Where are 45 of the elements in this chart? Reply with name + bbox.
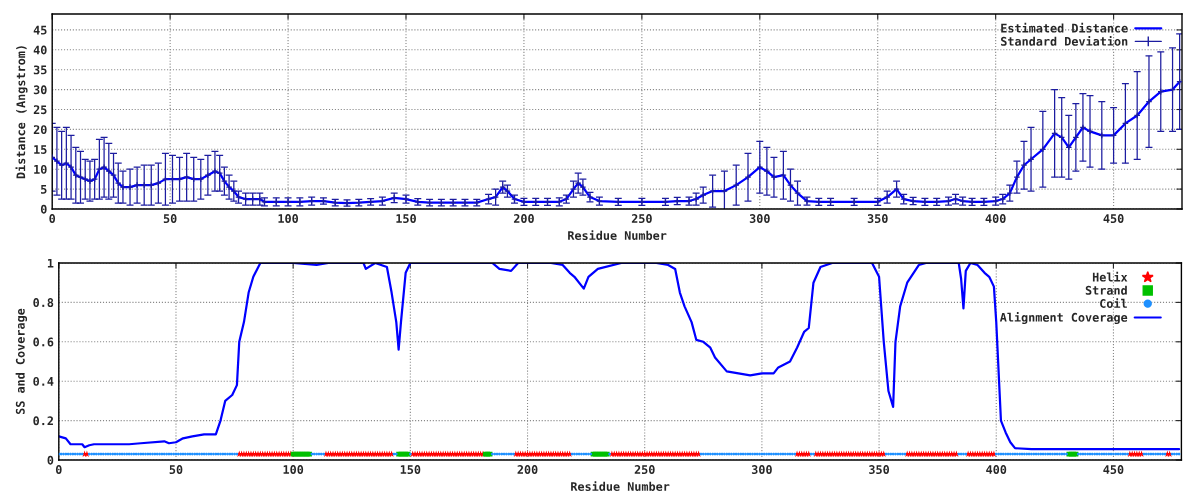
y-tick-label: 30 bbox=[33, 85, 47, 95]
x-tick-label: 250 bbox=[631, 214, 652, 223]
legend-label: Strand bbox=[1085, 285, 1127, 295]
y-tick-label: 1 bbox=[47, 258, 54, 268]
legend-label: Coil bbox=[1100, 298, 1127, 308]
x-tick-label: 50 bbox=[169, 465, 183, 474]
x-axis-title: Residue Number bbox=[568, 230, 667, 240]
y-tick-label: 0.8 bbox=[33, 298, 54, 308]
x-tick-label: 50 bbox=[163, 214, 177, 223]
x-tick-label: 200 bbox=[517, 465, 538, 474]
y-tick-label: 15 bbox=[34, 145, 47, 154]
legend-label: Alignment Coverage bbox=[999, 312, 1128, 325]
x-tick-label: 100 bbox=[278, 214, 299, 223]
x-tick-label: 350 bbox=[869, 465, 890, 474]
y-tick-label: 45 bbox=[33, 25, 47, 35]
y-tick-label: 5 bbox=[41, 184, 47, 194]
legend-label: Standard Deviation bbox=[1001, 36, 1128, 46]
y-tick-label: 25 bbox=[33, 105, 47, 115]
legend-label: Estimated Distance bbox=[1001, 22, 1128, 33]
x-tick-label: 450 bbox=[1103, 214, 1124, 223]
y-axis-title: SS and Coverage bbox=[15, 308, 28, 415]
y-axis-title: Distance (Angstrom) bbox=[15, 46, 28, 179]
y-tick-label: 0.2 bbox=[33, 416, 53, 426]
y-tick-label: 0.6 bbox=[33, 337, 54, 347]
y-tick-label: 20 bbox=[33, 125, 47, 135]
x-tick-label: 250 bbox=[634, 465, 655, 474]
y-tick-label: 0 bbox=[47, 455, 54, 465]
x-tick-label: 400 bbox=[985, 214, 1006, 223]
x-tick-label: 0 bbox=[55, 465, 62, 474]
x-tick-label: 200 bbox=[513, 214, 534, 223]
legend-label: Helix bbox=[1092, 271, 1128, 282]
x-tick-label: 450 bbox=[1103, 465, 1124, 474]
y-tick-label: 10 bbox=[34, 164, 47, 174]
x-tick-label: 150 bbox=[400, 465, 421, 474]
x-tick-label: 400 bbox=[986, 465, 1007, 474]
x-tick-label: 300 bbox=[749, 214, 770, 223]
x-tick-label: 300 bbox=[751, 465, 772, 474]
y-tick-label: 35 bbox=[33, 65, 47, 75]
x-axis-title: Residue Number bbox=[571, 481, 670, 491]
y-tick-label: 0.4 bbox=[33, 376, 54, 386]
y-tick-label: 40 bbox=[33, 45, 47, 55]
y-tick-label: 0 bbox=[40, 204, 47, 214]
x-tick-label: 150 bbox=[396, 214, 416, 223]
x-tick-label: 100 bbox=[283, 465, 304, 474]
x-tick-label: 350 bbox=[867, 214, 888, 223]
